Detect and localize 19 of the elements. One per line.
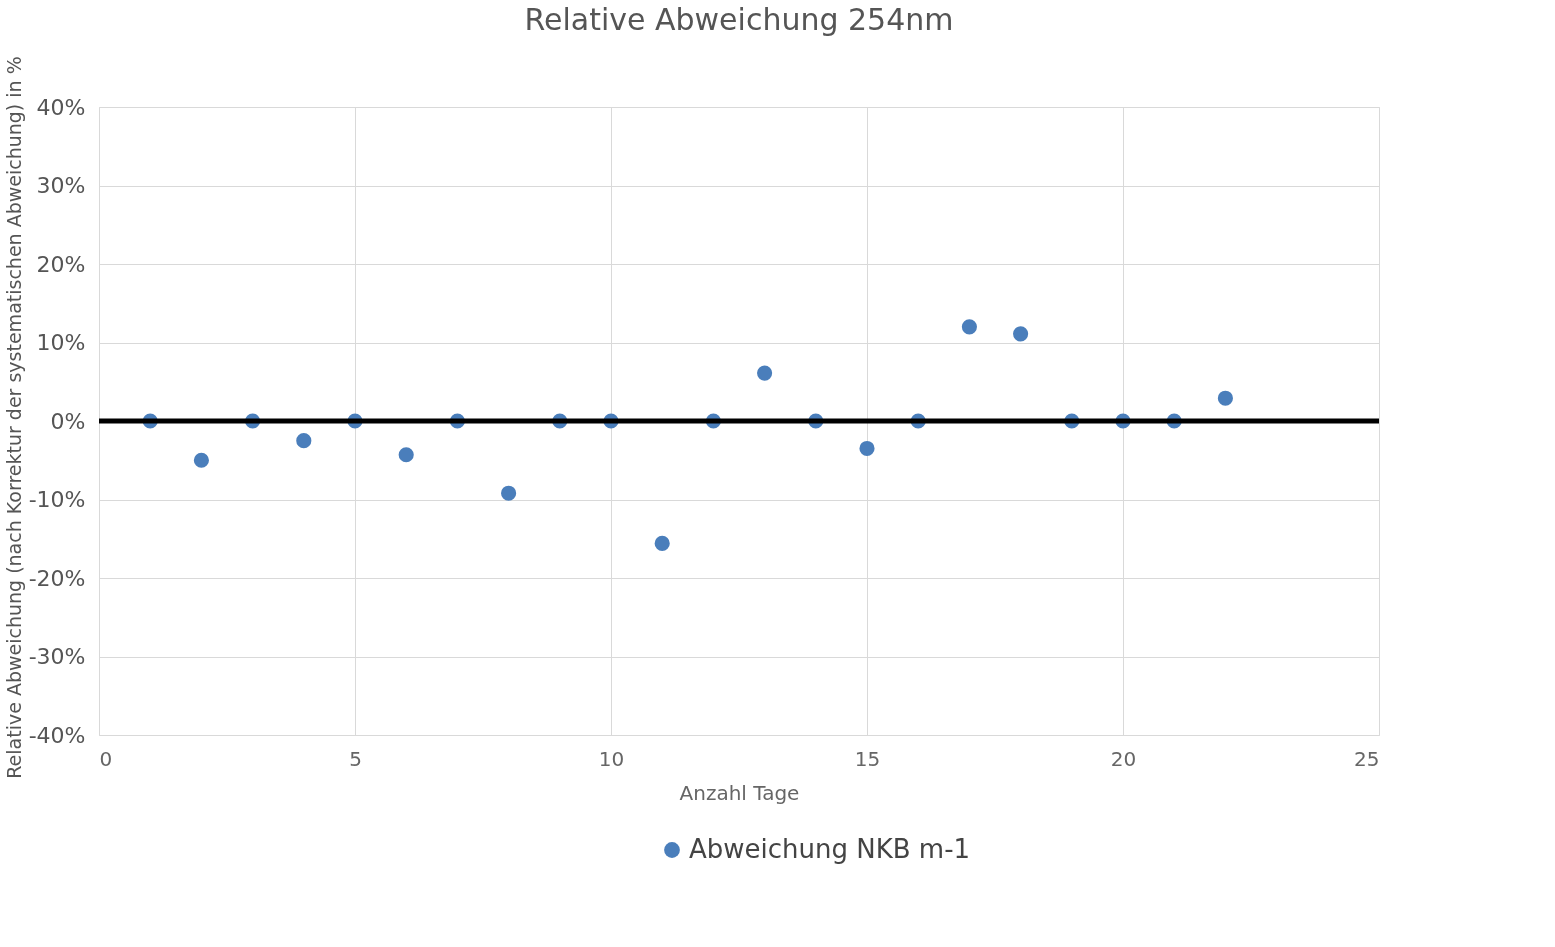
x-tick-label: 15 — [854, 746, 881, 771]
y-tick-label: 40% — [36, 94, 86, 120]
y-tick-label: -30% — [28, 644, 86, 669]
y-tick-label: 0% — [50, 408, 86, 434]
y-tick-label: 10% — [36, 330, 86, 355]
y-tick-label: -20% — [28, 565, 86, 591]
legend-label: Abweichung NKB m-1 — [689, 834, 971, 864]
y-tick-label: -10% — [28, 487, 86, 512]
x-tick-label: 0 — [99, 746, 113, 771]
chart-title: Relative Abweichung 254nm — [524, 1, 954, 37]
y-axis-title: Relative Abweichung (nach Korrektur der systematischen Abweichung) in % — [2, 56, 25, 779]
y-tick-label: 30% — [36, 173, 86, 198]
x-tick-label: 5 — [349, 746, 362, 771]
x-axis-title: Anzahl Tage — [679, 780, 800, 805]
x-tick-label: 20 — [1110, 746, 1137, 771]
y-tick-label: -40% — [28, 722, 86, 748]
x-tick-label: 10 — [598, 746, 625, 771]
x-tick-label: 25 — [1354, 746, 1380, 771]
y-tick-label: 20% — [36, 251, 86, 277]
